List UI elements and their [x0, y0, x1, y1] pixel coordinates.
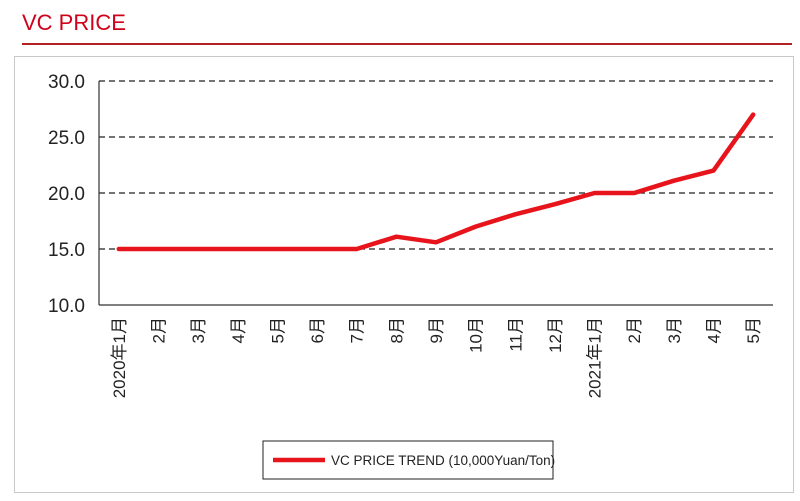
x-tick-label: 8月	[387, 317, 406, 343]
x-axis: 2020年1月 2月 3月 4月 5月 6月 7月 8月 9月 10月 11月 12月 2021年1月 2…	[99, 304, 773, 398]
x-tick-label: 6月	[308, 317, 327, 343]
y-tick-label: 20.0	[48, 184, 85, 205]
x-tick-label: 4月	[705, 317, 724, 343]
y-axis: 10.0 15.0 20.0 25.0 30.0	[48, 72, 100, 317]
line-chart: 10.0 15.0 20.0 25.0 30.0 2020年1月 2月 3月 4月 5月 6月 7月…	[48, 72, 773, 480]
legend-label: VC PRICE TREND (10,000Yuan/Ton)	[331, 453, 555, 468]
x-tick-label: 3月	[189, 317, 208, 343]
x-tick-label: 9月	[427, 317, 446, 343]
chart-header: VC PRICE	[0, 0, 800, 48]
x-tick-label: 12月	[546, 317, 565, 353]
x-tick-label: 2021年1月	[586, 317, 605, 398]
y-tick-label: 15.0	[48, 240, 85, 261]
series-layer	[116, 112, 756, 252]
x-tick-label: 5月	[744, 317, 763, 343]
x-tick-label: 10月	[467, 317, 486, 353]
x-tick-label: 2月	[625, 317, 644, 343]
y-tick-label: 25.0	[48, 128, 85, 149]
chart-panel: 10.0 15.0 20.0 25.0 30.0 2020年1月 2月 3月 4月 5月 6月 7月…	[14, 56, 794, 493]
x-tick-label: 4月	[229, 317, 248, 343]
x-tick-label: 11月	[506, 317, 525, 352]
series-line	[116, 112, 756, 252]
y-tick-label: 30.0	[48, 72, 85, 93]
title-divider	[22, 43, 792, 45]
y-tick-label: 10.0	[48, 296, 85, 317]
chart-title: VC PRICE	[22, 10, 126, 35]
x-tick-label: 2020年1月	[110, 317, 129, 398]
legend: VC PRICE TREND (10,000Yuan/Ton)	[262, 440, 555, 480]
x-tick-label: 3月	[665, 317, 684, 343]
x-tick-label: 7月	[348, 317, 367, 343]
x-tick-label: 2月	[149, 317, 168, 343]
grid-lines	[99, 80, 773, 250]
x-tick-label: 5月	[268, 317, 287, 343]
